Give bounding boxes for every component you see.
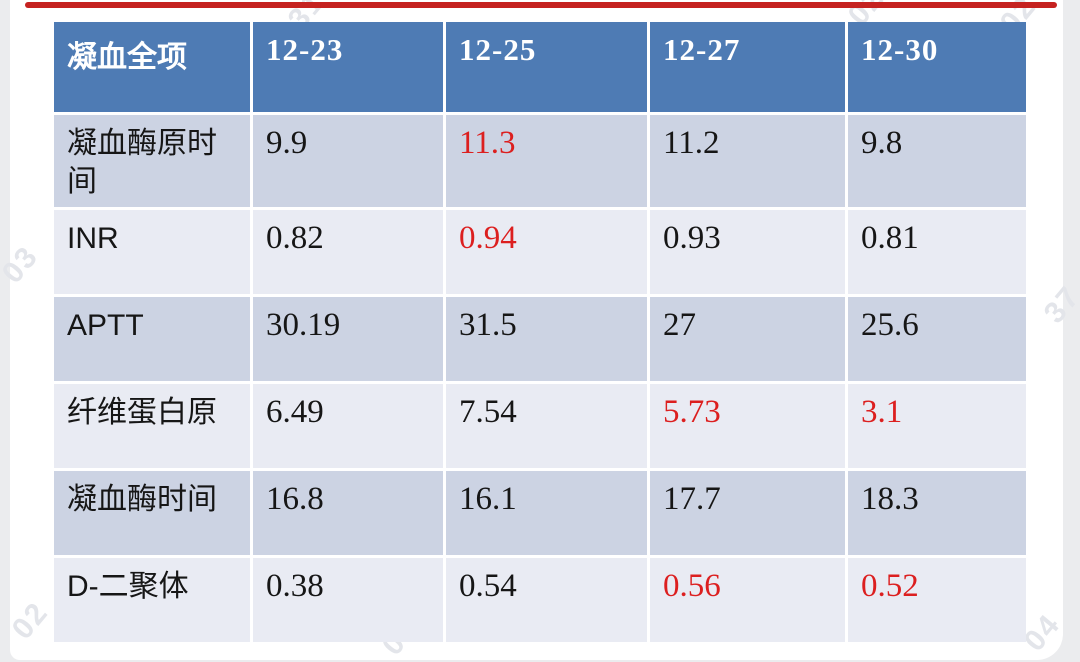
value-cell: 0.81 (848, 210, 1026, 294)
value-cell: 0.93 (650, 210, 845, 294)
value-cell: 0.54 (446, 558, 647, 642)
value-cell: 18.3 (848, 471, 1026, 555)
value-cell: 5.73 (650, 384, 845, 468)
value-cell: 0.94 (446, 210, 647, 294)
column-header-date: 12-27 (650, 22, 845, 112)
coagulation-results-table: 凝血全项 12-23 12-25 12-27 12-30 凝血酶原时间 9.9 … (51, 19, 1029, 645)
table-title-cell: 凝血全项 (54, 22, 250, 112)
value-cell: 0.82 (253, 210, 443, 294)
row-label: 纤维蛋白原 (54, 384, 250, 468)
value-cell: 31.5 (446, 297, 647, 381)
row-label: APTT (54, 297, 250, 381)
value-cell: 7.54 (446, 384, 647, 468)
value-cell: 16.8 (253, 471, 443, 555)
row-label: D-二聚体 (54, 558, 250, 642)
value-cell: 27 (650, 297, 845, 381)
table-header-row: 凝血全项 12-23 12-25 12-27 12-30 (54, 22, 1026, 112)
table-row: D-二聚体 0.38 0.54 0.56 0.52 (54, 558, 1026, 642)
value-cell: 0.52 (848, 558, 1026, 642)
value-cell: 9.9 (253, 115, 443, 207)
value-cell: 25.6 (848, 297, 1026, 381)
value-cell: 9.8 (848, 115, 1026, 207)
table-row: 凝血酶原时间 9.9 11.3 11.2 9.8 (54, 115, 1026, 207)
value-cell: 16.1 (446, 471, 647, 555)
red-accent-rule (25, 2, 1057, 8)
value-cell: 30.19 (253, 297, 443, 381)
column-header-date: 12-25 (446, 22, 647, 112)
row-label: 凝血酶时间 (54, 471, 250, 555)
row-label: INR (54, 210, 250, 294)
row-label: 凝血酶原时间 (54, 115, 250, 207)
column-header-date: 12-30 (848, 22, 1026, 112)
table-row: 凝血酶时间 16.8 16.1 17.7 18.3 (54, 471, 1026, 555)
value-cell: 11.3 (446, 115, 647, 207)
value-cell: 6.49 (253, 384, 443, 468)
value-cell: 0.38 (253, 558, 443, 642)
column-header-date: 12-23 (253, 22, 443, 112)
value-cell: 17.7 (650, 471, 845, 555)
value-cell: 3.1 (848, 384, 1026, 468)
value-cell: 11.2 (650, 115, 845, 207)
value-cell: 0.56 (650, 558, 845, 642)
table-row: 纤维蛋白原 6.49 7.54 5.73 3.1 (54, 384, 1026, 468)
table-row: INR 0.82 0.94 0.93 0.81 (54, 210, 1026, 294)
table-row: APTT 30.19 31.5 27 25.6 (54, 297, 1026, 381)
